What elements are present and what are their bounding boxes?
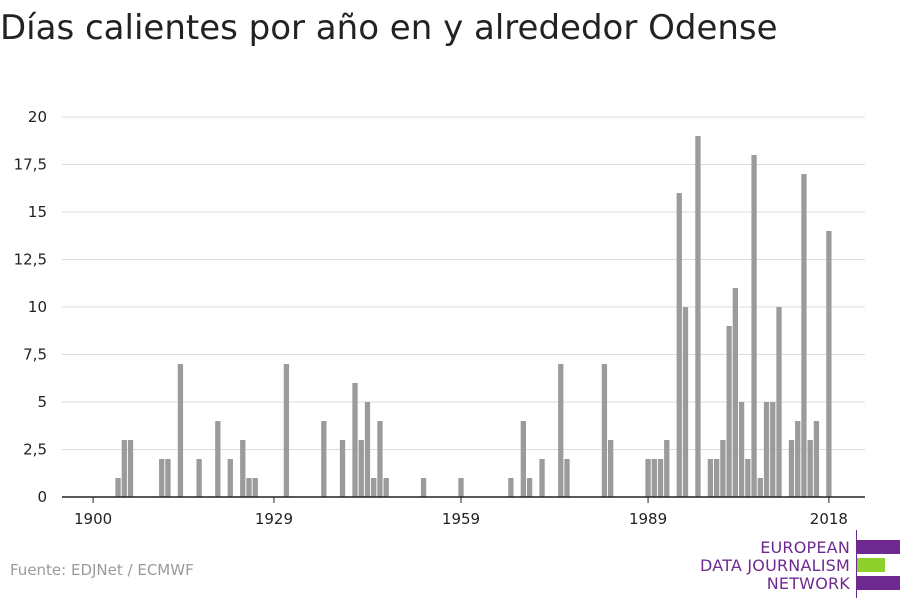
bar-2014 bbox=[801, 174, 807, 497]
bar-1959 bbox=[458, 478, 464, 497]
bar-1995 bbox=[682, 307, 689, 497]
logo-line-1: EUROPEAN bbox=[760, 538, 850, 557]
bar-1947 bbox=[383, 478, 389, 497]
bar-1942 bbox=[352, 383, 358, 497]
bar-2006 bbox=[751, 155, 757, 497]
bar-1920 bbox=[215, 421, 221, 497]
chart-title: Días calientes por año en y alrededor Od… bbox=[0, 8, 778, 48]
bar-1905 bbox=[121, 440, 127, 497]
bar-1906 bbox=[127, 440, 134, 497]
bar-1990 bbox=[651, 459, 657, 497]
logo-line-3: NETWORK bbox=[766, 574, 850, 593]
x-tick-label: 1959 bbox=[442, 510, 480, 528]
edjnet-logo: EUROPEAN DATA JOURNALISM NETWORK bbox=[700, 528, 900, 598]
x-tick-label: 1989 bbox=[629, 510, 667, 528]
bar-1946 bbox=[377, 421, 383, 497]
logo-divider bbox=[856, 530, 857, 598]
bar-2010 bbox=[776, 307, 782, 497]
y-tick-label: 15 bbox=[28, 203, 47, 221]
bar-2009 bbox=[770, 402, 776, 497]
bar-2000 bbox=[714, 459, 720, 497]
bar-1924 bbox=[240, 440, 246, 497]
bar-2012 bbox=[788, 440, 795, 497]
bar-1945 bbox=[371, 478, 377, 497]
bar-1912 bbox=[165, 459, 171, 497]
bar-1992 bbox=[664, 440, 670, 497]
x-axis: 1900 1929 1959 1989 2018 bbox=[62, 496, 865, 528]
logo-line-2: DATA JOURNALISM bbox=[700, 556, 850, 575]
bar-1926 bbox=[252, 478, 258, 497]
x-tick-label: 1929 bbox=[255, 510, 293, 528]
y-tick-label: 7,5 bbox=[23, 346, 47, 364]
bar-1972 bbox=[539, 459, 545, 497]
bar-2015 bbox=[807, 440, 813, 497]
x-tick-label: 2018 bbox=[810, 510, 848, 528]
y-tick-label: 12,5 bbox=[14, 251, 47, 269]
bar-2018 bbox=[826, 231, 832, 497]
y-tick-label: 17,5 bbox=[14, 156, 47, 174]
bar-2002 bbox=[726, 326, 732, 497]
bars bbox=[115, 136, 832, 497]
bar-1911 bbox=[159, 459, 165, 497]
y-tick-label: 20 bbox=[28, 108, 47, 126]
bar-1922 bbox=[227, 459, 233, 497]
bar-1937 bbox=[321, 421, 327, 497]
y-axis-ticks: 0 2,5 5 7,5 10 12,5 15 17,5 20 bbox=[14, 108, 47, 506]
bar-1999 bbox=[707, 459, 714, 497]
bar-2001 bbox=[720, 440, 726, 497]
bar-2005 bbox=[745, 459, 751, 497]
bar-2008 bbox=[763, 402, 770, 497]
bar-1943 bbox=[358, 440, 364, 497]
y-tick-label: 0 bbox=[37, 488, 47, 506]
bar-2003 bbox=[732, 288, 738, 497]
y-tick-label: 5 bbox=[37, 393, 47, 411]
bar-1982 bbox=[601, 364, 608, 497]
gridlines bbox=[62, 116, 865, 450]
logo-bar-top bbox=[857, 540, 900, 554]
bar-1931 bbox=[283, 364, 290, 497]
bar-1940 bbox=[339, 440, 346, 497]
bar-1917 bbox=[196, 459, 202, 497]
logo-bar-middle bbox=[857, 558, 885, 572]
bar-1904 bbox=[115, 478, 121, 497]
bar-1914 bbox=[177, 364, 184, 497]
bar-1967 bbox=[508, 478, 514, 497]
bar-1989 bbox=[645, 459, 651, 497]
bar-1991 bbox=[657, 459, 664, 497]
bar-1944 bbox=[364, 402, 371, 497]
bar-1969 bbox=[520, 421, 526, 497]
bar-1994 bbox=[676, 193, 682, 497]
bar-2004 bbox=[738, 402, 745, 497]
y-tick-label: 2,5 bbox=[23, 441, 47, 459]
logo-bar-bottom bbox=[857, 576, 900, 590]
source-note: Fuente: EDJNet / ECMWF bbox=[10, 561, 194, 579]
bar-2013 bbox=[795, 421, 801, 497]
bar-1983 bbox=[608, 440, 614, 497]
x-tick-label: 1900 bbox=[74, 510, 112, 528]
bar-1997 bbox=[695, 136, 701, 497]
bar-2007 bbox=[757, 478, 763, 497]
bar-1976 bbox=[564, 459, 570, 497]
bar-2016 bbox=[813, 421, 820, 497]
bar-1953 bbox=[420, 478, 427, 497]
bar-1975 bbox=[558, 364, 564, 497]
bar-1970 bbox=[526, 478, 533, 497]
y-tick-label: 10 bbox=[28, 298, 47, 316]
bar-1925 bbox=[246, 478, 252, 497]
